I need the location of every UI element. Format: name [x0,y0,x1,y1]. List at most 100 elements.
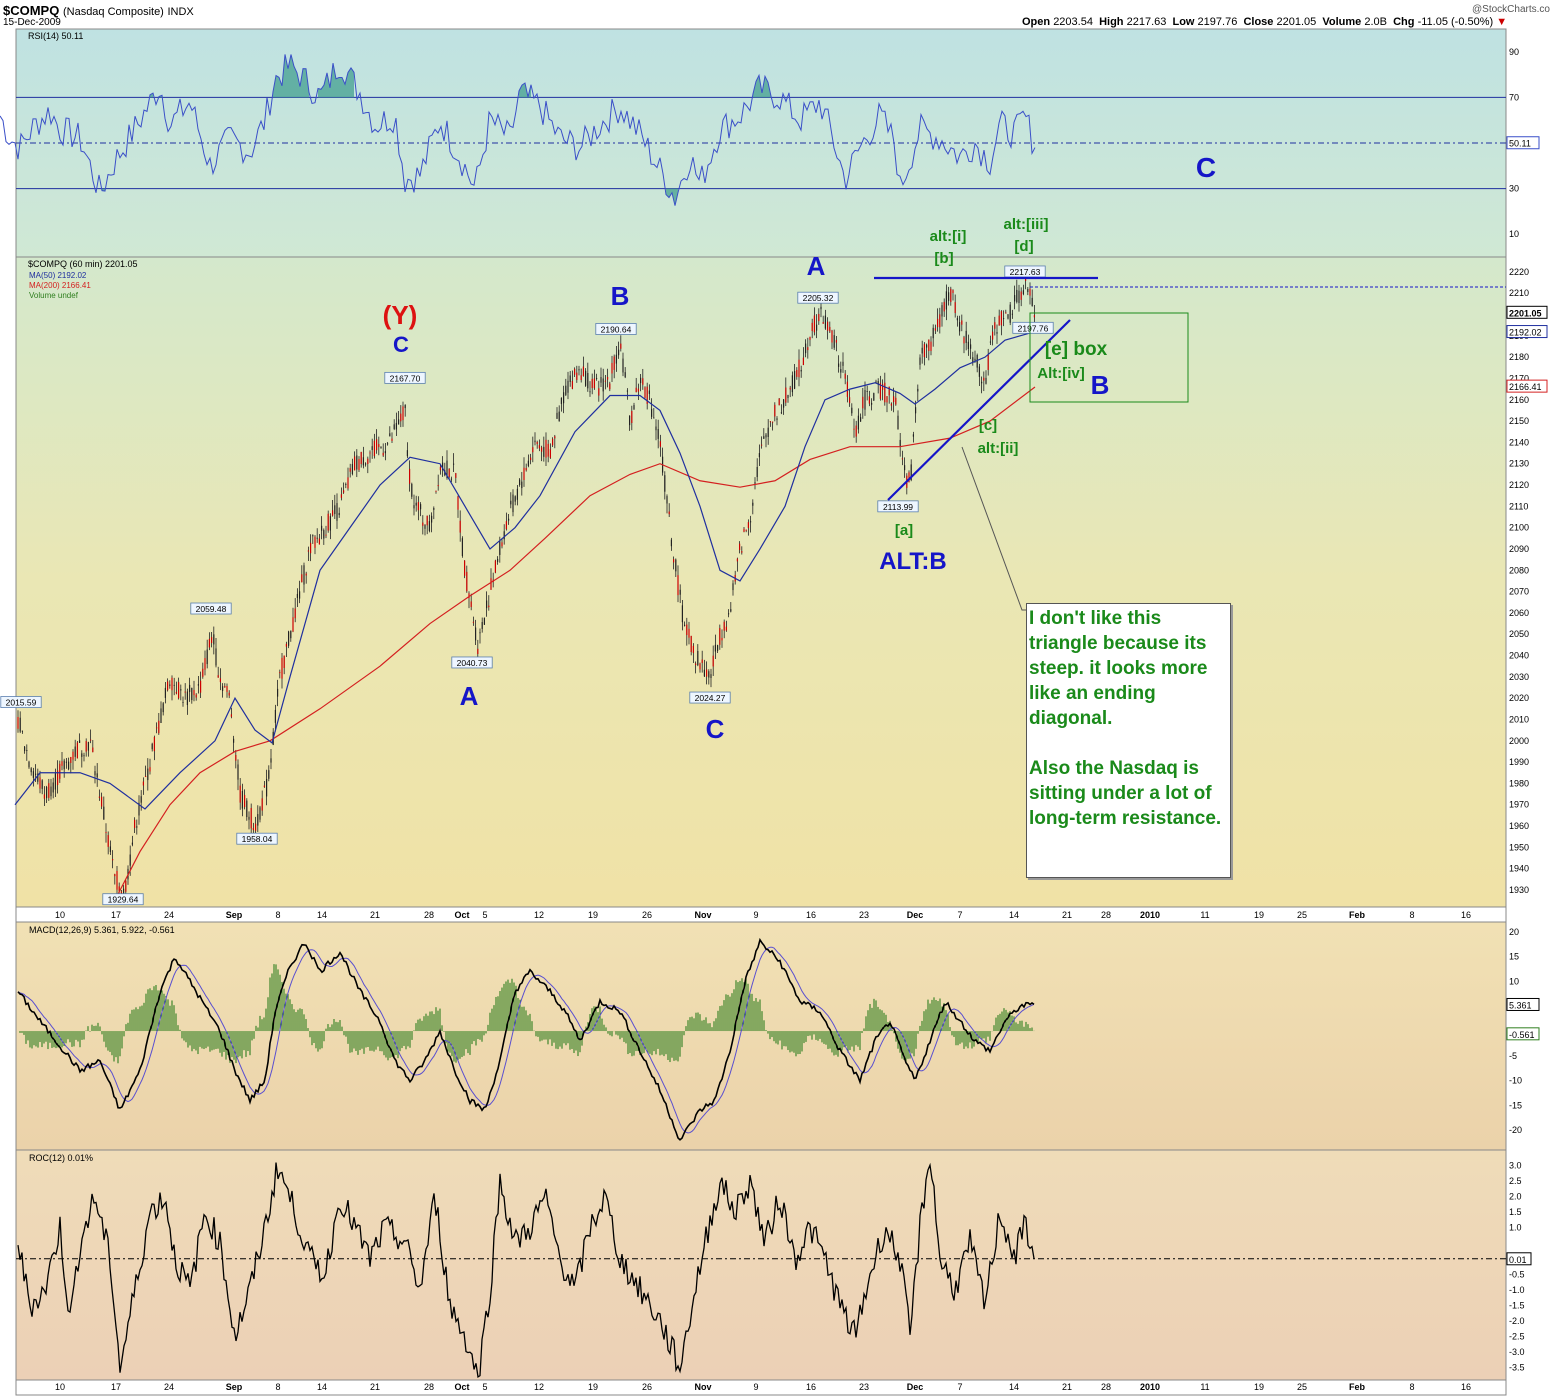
price-candle-body [725,626,727,631]
price-candle-body [723,621,725,631]
price-candle-body [307,550,309,552]
price-candle-body [831,330,833,343]
price-candle-body [461,538,463,556]
price-candle-body [125,880,127,892]
price-candle-body [257,814,259,826]
price-candle-body [840,369,842,373]
price-candle-body [917,388,919,392]
price-candle-body [1009,304,1011,323]
price-candle-body [710,674,712,678]
x-tick-label: 19 [1254,910,1264,920]
price-candle-body [457,496,459,510]
macd-title: MACD(12,26,9) 5.361, 5.922, -0.561 [29,925,175,935]
price-candle-body [483,617,485,625]
price-candle-body [21,730,23,732]
price-candle-body [807,347,809,351]
price-candle-body [270,758,272,763]
price-candle-body [90,739,92,741]
price-point-text: 1958.04 [242,834,273,844]
price-candle-body [94,771,96,776]
x-tick-label: 21 [1062,910,1072,920]
roc-tick-label: -3.0 [1509,1347,1525,1357]
price-candle-body [635,387,637,393]
price-candle-body [688,628,690,638]
price-candle-body [114,874,116,877]
price-candle-body [351,464,353,474]
wave-a-label-1: A [460,681,479,711]
x-tick-label: 11 [1200,1382,1209,1392]
price-candle-body [653,417,655,419]
price-candle-body [849,397,851,404]
price-candle-body [989,341,991,343]
price-point-label: 1958.04 [236,832,278,845]
price-candle-body [184,691,186,693]
price-point-text: 2059.48 [196,604,227,614]
price-candle-body [112,859,114,861]
x-tick-label: 16 [806,910,816,920]
price-candle-body [732,583,734,591]
rsi-title: RSI(14) 50.11 [28,31,83,41]
price-candle-body [820,306,822,310]
price-point-text: 2040.73 [457,658,488,668]
price-point-label: 2217.63 [1004,265,1046,278]
price-candle-body [637,388,639,392]
price-candle-body [871,402,873,405]
price-candle-body [552,438,554,446]
price-candle-body [169,684,171,686]
price-candle-body [739,543,741,551]
price-candle-body [378,444,380,448]
price-candle-body [83,755,85,757]
price-candle-body [259,807,261,820]
price-right-text: 2166.41 [1509,382,1542,392]
price-candle-body [101,796,103,807]
price-candle-body [197,684,199,686]
roc-tick-label: -1.0 [1509,1285,1525,1295]
roc-tick-label: 3.0 [1509,1161,1522,1171]
x-tick-label: 24 [164,910,174,920]
price-candle-body [613,356,615,370]
macd-signal-line [17,946,1035,1134]
roc-value-box [1506,1252,1532,1266]
x-tick-label: 14 [1009,910,1019,920]
roc-value-text: 0.01 [1509,1255,1527,1265]
price-candle-body [158,720,160,734]
chg-label: Chg [1393,16,1415,28]
price-candle-body [800,369,802,372]
price-candle-body [598,388,600,396]
price-candle-body [554,436,556,439]
price-candle-body [129,854,131,866]
volume-value: 2.0B [1364,16,1387,28]
price-candle-body [316,537,318,539]
price-candle-body [178,682,180,699]
price-candle-body [864,390,866,410]
price-candle-body [954,302,956,314]
price-point-label: 2167.70 [384,371,426,384]
price-candle-body [910,464,912,481]
e-box [1029,312,1189,403]
price-candle-body [30,768,32,773]
price-candle-body [171,677,173,691]
price-candle-body [950,288,952,302]
price-candle-body [301,574,303,583]
price-candle-body [46,786,48,799]
x-tick-label: 2010 [1140,910,1160,920]
price-candle-body [787,394,789,399]
price-candle-body [136,826,138,828]
price-candle-body [818,313,820,322]
price-candle-body [772,421,774,423]
rsi-line [0,54,1036,206]
price-candle-body [789,387,791,390]
x-tick-label: 26 [642,910,652,920]
price-candle-body [288,631,290,646]
wave-c-small-label: [c] [979,417,997,434]
price-candle-body [721,637,723,641]
price-candle-body [325,534,327,536]
price-candle-body [932,327,934,339]
price-candle-body [376,439,378,451]
price-candle-body [519,479,521,485]
symbol-name: (Nasdaq Composite) [62,6,164,18]
price-point-box [102,893,144,906]
price-candle-body [873,393,875,401]
x-tick-label: 11 [1200,910,1209,920]
price-tick-label: 2100 [1509,523,1529,533]
